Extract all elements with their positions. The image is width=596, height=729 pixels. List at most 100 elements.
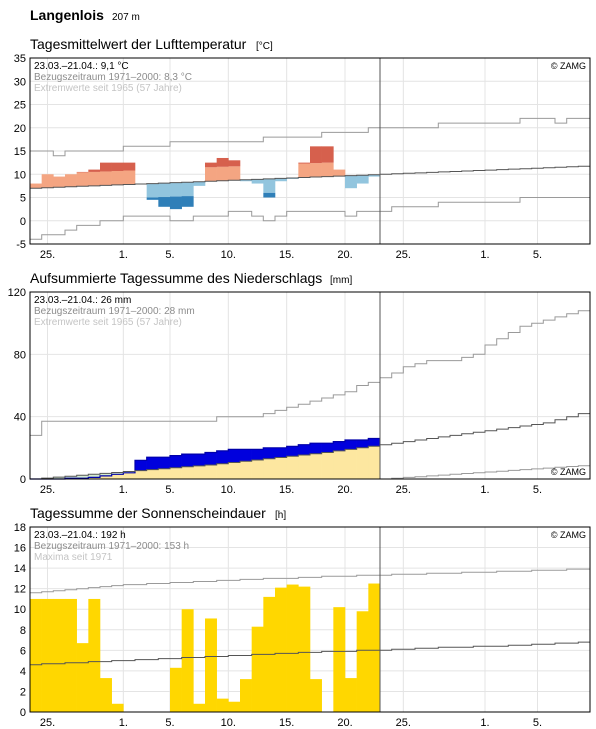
temperature-bar <box>146 183 159 198</box>
sunshine-bar <box>193 703 206 712</box>
station-elevation: 207 m <box>112 12 140 23</box>
precip-deficit <box>123 471 136 473</box>
normal-line <box>30 165 590 189</box>
station-name: Langenlois <box>30 7 104 23</box>
y-tick-label: 10 <box>14 604 26 616</box>
copyright-label: © ZAMG <box>551 467 586 477</box>
temperature-bar <box>228 166 241 181</box>
sunshine-bar <box>310 679 322 712</box>
x-tick-label: 10. <box>221 717 236 729</box>
y-tick-label: 120 <box>8 287 26 299</box>
temperature-bar-extreme <box>123 162 136 171</box>
y-tick-label: 0 <box>20 474 26 486</box>
precip-base <box>275 457 287 479</box>
precip-excess <box>286 446 299 457</box>
extreme-min-line <box>30 197 590 240</box>
precipitation-unit: [mm] <box>330 275 352 286</box>
y-tick-label: 4 <box>20 666 26 678</box>
x-tick-label: 25. <box>396 249 411 261</box>
sunshine-bar <box>65 598 77 712</box>
temperature-bar-extreme <box>100 162 112 172</box>
precip-excess <box>146 457 159 470</box>
x-tick-label: 5. <box>165 717 174 729</box>
normal-line <box>30 413 590 480</box>
temperature-bar-extreme <box>181 196 194 207</box>
x-tick-label: 25. <box>396 717 411 729</box>
precip-excess <box>345 440 357 450</box>
panel-sunshine: Tagessumme der Sonnenscheindauer [h] 0 2 4… <box>14 505 591 729</box>
precipitation-title: Aufsummierte Tagessumme des Niederschlag… <box>30 270 322 286</box>
precip-base <box>368 446 381 479</box>
precip-excess <box>298 444 311 456</box>
extreme-max-line <box>30 568 590 594</box>
x-tick-label: 1. <box>119 717 128 729</box>
sunshine-plot: 0 2 4 6 8 10 12 14 16 18 25. 1. 5. 10. 15. 20. 25. 1. 5. 23… <box>14 522 591 729</box>
sunshine-bar <box>88 598 101 712</box>
temperature-bar <box>123 170 136 185</box>
x-tick-label: 25. <box>40 717 55 729</box>
precip-excess <box>263 447 276 459</box>
plot-frame <box>29 526 591 713</box>
y-tick-label: 0 <box>20 707 26 719</box>
y-tick-label: 5 <box>20 193 26 205</box>
x-tick-label: 1. <box>119 249 128 261</box>
extreme-max-line <box>30 117 590 157</box>
sunshine-bar <box>76 643 89 712</box>
sunshine-bar <box>111 703 124 712</box>
temperature-title: Tagesmittelwert der Lufttemperatur <box>30 36 247 52</box>
y-tick-label: -5 <box>16 239 26 251</box>
sunshine-bar <box>100 678 112 712</box>
sunshine-bar <box>251 626 264 712</box>
y-tick-label: 25 <box>14 100 26 112</box>
temperature-bar <box>88 171 101 186</box>
y-tick-label: 2 <box>20 686 26 698</box>
x-tick-label: 20. <box>337 249 352 261</box>
temperature-bar-extreme <box>146 197 159 200</box>
precip-base <box>356 447 369 479</box>
sunshine-bar <box>356 611 369 712</box>
temperature-bar <box>65 174 77 187</box>
sunshine-bar <box>228 701 241 712</box>
sunshine-unit: [h] <box>275 510 286 521</box>
temperature-bar <box>111 170 124 185</box>
x-tick-label: 10. <box>221 249 236 261</box>
temperature-bar-extreme <box>158 197 171 207</box>
sunshine-bar <box>345 678 357 712</box>
x-tick-label: 5. <box>533 717 542 729</box>
y-tick-label: 0 <box>20 216 26 228</box>
temperature-bar <box>345 175 357 189</box>
precip-excess <box>333 441 346 451</box>
copyright-label: © ZAMG <box>551 530 586 540</box>
temperature-bar <box>205 167 217 182</box>
precip-deficit <box>100 473 112 476</box>
precip-base <box>333 450 346 479</box>
precip-deficit <box>53 477 66 479</box>
precip-excess <box>181 454 194 467</box>
temperature-bar <box>181 182 194 197</box>
temperature-bar <box>251 179 264 184</box>
y-tick-label: 80 <box>14 349 26 361</box>
sunshine-bar <box>41 598 54 712</box>
temperature-bar <box>76 172 89 187</box>
temperature-bar <box>263 178 276 193</box>
precip-excess <box>135 460 147 471</box>
precip-base <box>286 456 299 479</box>
x-tick-label: 1. <box>480 717 489 729</box>
x-tick-label: 15. <box>279 249 294 261</box>
legend-entry: 23.03.–21.04.: 26 mm <box>34 295 131 306</box>
precip-base <box>158 468 171 479</box>
legend-entry: Extremwerte seit 1965 (57 Jahre) <box>34 317 182 328</box>
precip-base <box>123 472 136 479</box>
temperature-bar <box>333 169 346 177</box>
precip-base <box>310 453 322 479</box>
temperature-bar-extreme <box>111 162 124 171</box>
temperature-bar <box>368 174 381 177</box>
sunshine-title: Tagessumme der Sonnenscheindauer <box>30 505 266 521</box>
sunshine-bar <box>170 667 182 712</box>
temperature-bar <box>41 174 54 188</box>
y-tick-label: 35 <box>14 53 26 65</box>
legend-entry: Bezugszeitraum 1971–2000: 153 h <box>34 541 189 552</box>
precip-excess <box>310 443 322 454</box>
sunshine-bar <box>368 583 381 712</box>
